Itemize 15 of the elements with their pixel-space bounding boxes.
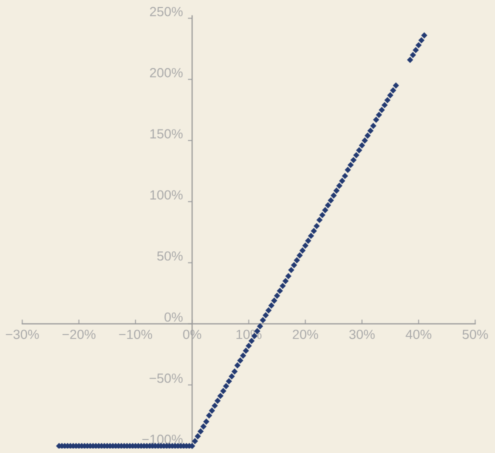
y-tick-label: 200% [150,68,183,78]
y-tick-label: 0% [164,312,183,322]
y-tick-label: −100% [142,434,183,444]
y-tick-label: −50% [150,374,183,383]
y-tick-label: 100% [150,190,183,200]
x-tick-label: 40% [406,330,432,340]
x-tick-label: 20% [292,330,318,340]
x-tick-label: 50% [462,330,488,340]
x-tick-label: −20% [62,330,96,340]
x-tick-label: 30% [349,330,375,340]
y-tick-label: 50% [157,251,183,261]
x-tick-label: −30% [6,330,39,340]
y-tick-label: 250% [150,6,183,16]
x-tick-label: −10% [119,330,152,340]
y-tick-label: 150% [150,129,183,138]
